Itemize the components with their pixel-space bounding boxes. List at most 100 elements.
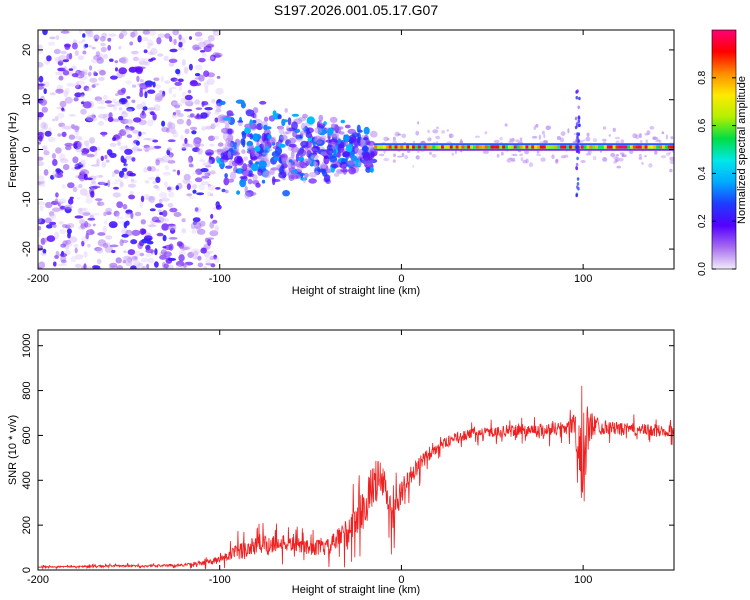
heatmap-cell xyxy=(316,168,326,173)
heatmap-cell xyxy=(320,135,327,140)
heatmap-cell xyxy=(247,191,257,196)
heatmap-cell xyxy=(496,153,500,158)
heatmap-cell xyxy=(259,100,267,105)
heatmap-cell xyxy=(464,145,468,149)
heatmap-cell xyxy=(508,157,512,160)
heatmap-cell xyxy=(82,33,86,38)
heatmap-cell xyxy=(152,113,157,121)
heatmap-cell xyxy=(203,70,210,77)
heatmap-cell xyxy=(652,136,659,140)
heatmap-cell xyxy=(53,261,57,267)
heatmap-cell xyxy=(83,140,90,147)
heatmap-cell xyxy=(121,167,128,172)
heatmap-cell xyxy=(197,255,202,261)
heatmap-cell xyxy=(91,58,98,64)
heatmap-cell xyxy=(78,219,86,225)
heatmap-cell xyxy=(183,66,189,74)
heatmap-cell xyxy=(130,179,137,184)
heatmap-cell xyxy=(635,145,640,149)
heatmap-cell xyxy=(278,125,285,135)
heatmap-cell xyxy=(157,159,167,164)
heatmap-cell xyxy=(125,155,133,160)
heatmap-cell xyxy=(586,145,590,149)
heatmap-cell xyxy=(661,131,665,135)
heatmap-cell xyxy=(205,125,213,130)
heatmap-cell xyxy=(148,224,157,228)
heatmap-cell xyxy=(103,220,108,225)
heatmap-cell xyxy=(431,153,437,158)
heatmap-cell xyxy=(490,145,494,149)
heatmap-cell xyxy=(575,162,579,167)
heatmap-cell xyxy=(99,36,106,42)
heatmap-cell xyxy=(420,145,424,149)
heatmap-cell xyxy=(125,258,132,266)
heatmap-cell xyxy=(87,71,92,77)
heatmap-cell xyxy=(69,196,74,200)
heatmap-cell xyxy=(147,257,155,264)
heatmap-cell xyxy=(38,180,45,185)
heatmap-cell xyxy=(388,145,392,149)
heatmap-cell xyxy=(44,130,52,137)
heatmap-cell xyxy=(201,175,210,179)
heatmap-cell xyxy=(255,161,259,165)
heatmap-cell xyxy=(138,262,143,267)
heatmap-cell xyxy=(186,118,192,126)
heatmap-cell xyxy=(38,156,44,161)
heatmap-cell xyxy=(301,122,306,131)
heatmap-cell xyxy=(168,191,175,198)
heatmap-cell xyxy=(644,155,647,158)
heatmap-cell xyxy=(578,96,581,101)
heatmap-cell xyxy=(291,113,300,117)
heatmap-cell xyxy=(168,243,174,251)
heatmap-cell xyxy=(175,260,185,267)
heatmap-cell xyxy=(195,64,203,71)
heatmap-cell xyxy=(316,140,323,145)
heatmap-cell xyxy=(215,204,222,210)
heatmap-cell xyxy=(602,126,607,130)
heatmap-cell xyxy=(123,250,127,254)
heatmap-cell xyxy=(83,212,91,216)
heatmap-cell xyxy=(354,147,360,153)
heatmap-cell xyxy=(531,145,535,149)
heatmap-cell xyxy=(512,153,518,157)
y-tick-label: 400 xyxy=(21,471,33,489)
heatmap-cell xyxy=(325,139,333,143)
heatmap-cell xyxy=(117,141,121,146)
heatmap-cell xyxy=(38,135,43,142)
heatmap-cell xyxy=(226,178,235,183)
heatmap-cell xyxy=(124,119,134,125)
heatmap-cell xyxy=(153,145,162,149)
heatmap-cell xyxy=(451,152,454,156)
heatmap-cell xyxy=(100,42,106,47)
heatmap-cell xyxy=(46,55,52,62)
heatmap-cell xyxy=(357,129,363,133)
heatmap-cell xyxy=(318,123,326,129)
heatmap-cell xyxy=(143,49,148,54)
heatmap-cell xyxy=(54,116,59,122)
heatmap-cell xyxy=(89,77,98,83)
heatmap-cell xyxy=(214,225,219,233)
heatmap-cell xyxy=(147,166,152,172)
heatmap-cell xyxy=(153,77,160,81)
heatmap-cell xyxy=(81,39,86,42)
heatmap-cell xyxy=(81,152,88,156)
heatmap-cell xyxy=(109,152,117,158)
heatmap-cell xyxy=(333,172,340,177)
heatmap-cell xyxy=(449,133,454,138)
heatmap-cell xyxy=(314,126,323,134)
heatmap-cell xyxy=(203,266,208,269)
heatmap-cell xyxy=(94,198,103,202)
heatmap-cell xyxy=(122,203,128,210)
heatmap-cell xyxy=(123,127,132,133)
heatmap-cell xyxy=(52,170,58,178)
heatmap-cell xyxy=(182,178,191,184)
heatmap-cell xyxy=(155,93,164,101)
heatmap-cell xyxy=(139,87,143,93)
heatmap-cell xyxy=(100,46,107,53)
heatmap-cell xyxy=(137,148,143,152)
heatmap-cell xyxy=(191,184,198,189)
heatmap-cell xyxy=(57,67,66,72)
heatmap-cell xyxy=(142,106,148,111)
heatmap-cell xyxy=(102,225,108,233)
heatmap-cell xyxy=(446,145,451,149)
